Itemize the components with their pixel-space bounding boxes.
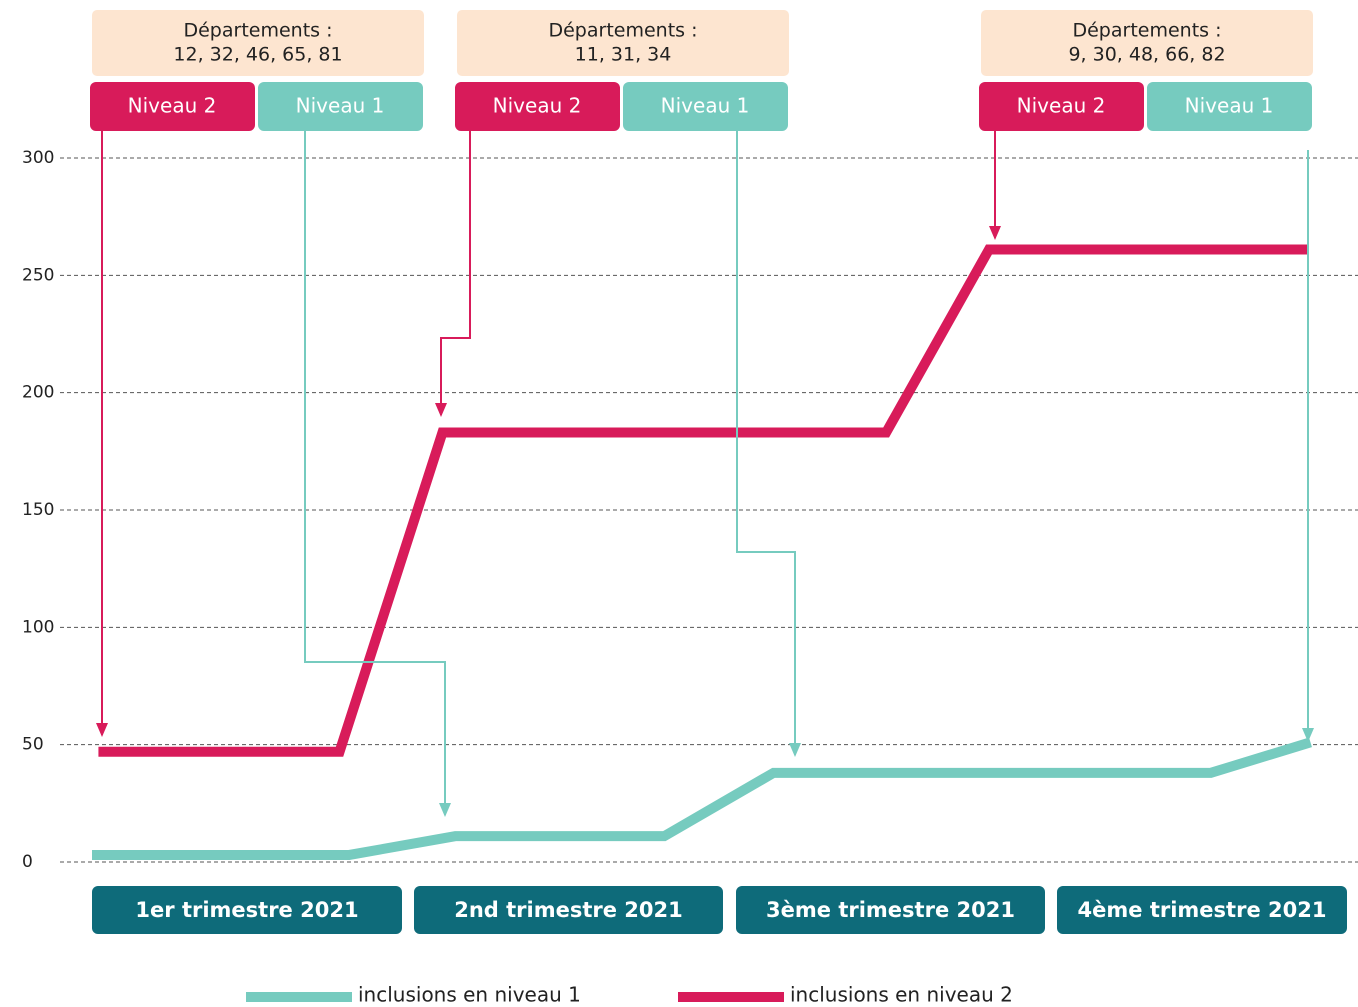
quarter-box	[736, 886, 1045, 934]
connector	[736, 131, 796, 755]
level-label: Niveau 2	[1017, 94, 1106, 118]
arrow-head	[1302, 728, 1314, 742]
level-box	[455, 82, 620, 131]
x-tick-label: 3ème trimestre 2021	[766, 898, 1015, 922]
level-box	[979, 82, 1144, 131]
level-box	[258, 82, 423, 131]
annotation-box	[981, 10, 1313, 76]
y-tick-label: 50	[22, 735, 44, 755]
level-label: Niveau 1	[296, 94, 385, 118]
level-label: Niveau 1	[661, 94, 750, 118]
annotation-text: 12, 32, 46, 65, 81	[173, 44, 342, 66]
connector	[304, 131, 446, 815]
arrow-head	[435, 403, 447, 417]
annotation-text: 11, 31, 34	[575, 44, 672, 66]
legend-swatch	[678, 992, 784, 1002]
y-tick-label: 300	[22, 148, 54, 168]
arrow-head	[789, 743, 801, 757]
annotation-box	[457, 10, 789, 76]
level-label: Niveau 2	[493, 94, 582, 118]
legend-label: inclusions en niveau 2	[790, 983, 1013, 1007]
level-box	[90, 82, 255, 131]
connector	[440, 131, 471, 415]
annotation-title: Départements :	[1072, 20, 1221, 42]
series-line	[98, 244, 1308, 757]
y-tick-label: 0	[22, 852, 33, 872]
annotation-box	[92, 10, 424, 76]
y-tick-label: 100	[22, 617, 54, 637]
level-label: Niveau 1	[1185, 94, 1274, 118]
legend-swatch	[246, 992, 352, 1002]
arrow-head	[96, 723, 108, 737]
level-label: Niveau 2	[128, 94, 217, 118]
x-tick-label: 4ème trimestre 2021	[1078, 898, 1327, 922]
y-tick-label: 250	[22, 265, 54, 285]
x-tick-label: 1er trimestre 2021	[135, 898, 358, 922]
annotation-title: Départements :	[183, 20, 332, 42]
y-tick-label: 150	[22, 500, 54, 520]
arrow-head	[989, 226, 1001, 240]
legend-label: inclusions en niveau 1	[358, 983, 581, 1007]
level-box	[623, 82, 788, 131]
quarter-box	[414, 886, 723, 934]
x-tick-label: 2nd trimestre 2021	[454, 898, 683, 922]
series-line	[92, 737, 1312, 860]
level-box	[1147, 82, 1312, 131]
y-tick-label: 200	[22, 383, 54, 403]
annotation-title: Départements :	[548, 20, 697, 42]
arrow-head	[439, 803, 451, 817]
quarter-box	[1057, 886, 1347, 934]
quarter-box	[92, 886, 402, 934]
annotation-text: 9, 30, 48, 66, 82	[1068, 44, 1225, 66]
